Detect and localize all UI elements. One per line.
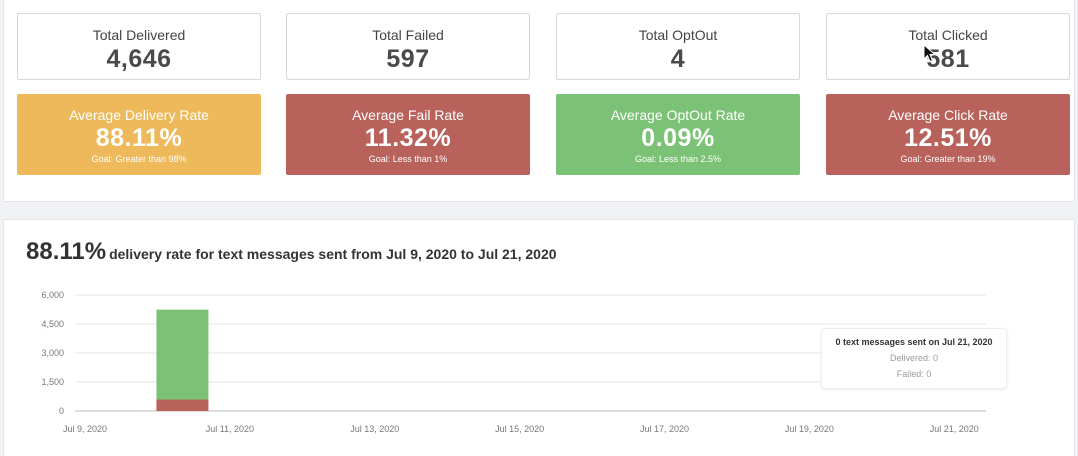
chart-headline: 88.11% delivery rate for text messages se… (26, 238, 557, 266)
click-rate-card: Average Click Rate 12.51% Goal: Greater … (826, 94, 1070, 175)
tooltip-title: 0 text messages sent on Jul 21, 2020 (835, 337, 993, 347)
total-failed-value: 597 (386, 45, 430, 73)
y-tick-label: 1,500 (41, 377, 64, 387)
total-optout-value: 4 (670, 45, 686, 73)
optout-rate-goal: Goal: Less than 2.5% (634, 154, 722, 164)
fail-rate-value: 11.32% (364, 124, 452, 152)
total-delivered-value: 4,646 (106, 45, 172, 73)
delivery-chart: 6,000 4,500 3,000 1,500 0 Jul 9, 2020 Jul 11, … (41, 290, 986, 434)
y-tick-label: 0 (59, 406, 64, 416)
total-optout-card: Total OptOut 4 (556, 13, 800, 80)
y-tick-label: 4,500 (41, 319, 64, 329)
x-tick-label: Jul 13, 2020 (350, 424, 399, 434)
delivery-rate-goal: Goal: Greater than 98% (91, 154, 187, 164)
delivery-rate-value: 88.11% (95, 124, 183, 152)
optout-rate-card: Average OptOut Rate 0.09% Goal: Less tha… (556, 94, 800, 175)
total-failed-label: Total Failed (372, 27, 444, 43)
fail-rate-label: Average Fail Rate (352, 107, 464, 123)
chart-tooltip: 0 text messages sent on Jul 21, 2020 Del… (821, 328, 1007, 389)
fail-rate-goal: Goal: Less than 1% (368, 154, 448, 164)
tooltip-failed: Failed: 0 (896, 369, 932, 379)
click-rate-label: Average Click Rate (888, 107, 1008, 123)
x-tick-label: Jul 21, 2020 (930, 424, 979, 434)
optout-rate-label: Average OptOut Rate (610, 107, 746, 123)
delivery-rate-card: Average Delivery Rate 88.11% Goal: Great… (17, 94, 261, 175)
headline-rate: 88.11% (26, 238, 107, 265)
total-clicked-label: Total Clicked (908, 27, 988, 43)
tooltip-delivered: Delivered: 0 (889, 353, 939, 363)
x-tick-label: Jul 19, 2020 (785, 424, 834, 434)
total-failed-card: Total Failed 597 (286, 13, 530, 80)
delivery-rate-label: Average Delivery Rate (69, 107, 209, 123)
x-tick-label: Jul 11, 2020 (206, 424, 254, 434)
total-optout-label: Total OptOut (638, 27, 718, 43)
click-rate-value: 12.51% (904, 124, 992, 152)
bar-delivered (156, 309, 209, 400)
mouse-cursor-icon (923, 44, 937, 63)
fail-rate-card: Average Fail Rate 11.32% Goal: Less than… (286, 94, 530, 175)
total-clicked-card: Total Clicked 581 (826, 13, 1070, 80)
x-tick-label: Jul 17, 2020 (640, 424, 689, 434)
click-rate-goal: Goal: Greater than 19% (900, 154, 996, 164)
x-tick-label: Jul 9, 2020 (63, 424, 107, 434)
total-clicked-value: 581 (926, 45, 970, 73)
y-tick-label: 3,000 (41, 348, 64, 358)
x-tick-label: Jul 15, 2020 (495, 424, 544, 434)
y-tick-label: 6,000 (41, 290, 64, 300)
headline-text: delivery rate for text messages sent fro… (109, 246, 557, 262)
optout-rate-value: 0.09% (641, 124, 715, 152)
total-delivered-label: Total Delivered (92, 27, 186, 43)
bar-failed (156, 399, 209, 411)
total-delivered-card: Total Delivered 4,646 (17, 13, 261, 80)
